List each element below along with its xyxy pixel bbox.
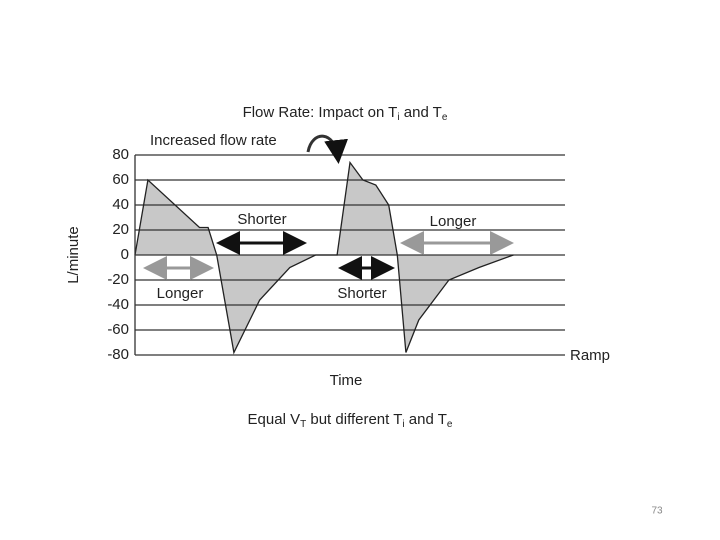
y-tick-label: 40 [112,196,129,213]
x-axis-label: Time [330,372,363,389]
y-tick-label: 20 [112,221,129,238]
annotation: Longer [157,285,204,302]
area [135,162,514,353]
annotation: Shorter [337,285,386,302]
y-tick-label: 0 [121,246,129,263]
y-tick-label: 60 [112,171,129,188]
annotation: Shorter [237,211,286,228]
y-tick-label: -40 [107,296,129,313]
y-tick-label: -80 [107,346,129,363]
chart-title: Flow Rate: Impact on Ti and Te [243,104,448,123]
caption: Equal VT but different Ti and Te [248,411,453,430]
line [134,160,514,355]
annotation: Longer [430,213,477,230]
y-tick-label: -20 [107,271,129,288]
y-axis-label: L/minute [65,226,82,284]
curved-arrow [306,134,348,164]
y-tick-label: -60 [107,321,129,338]
y-tick-label: 80 [112,146,129,163]
annotation: Ramp [570,347,610,364]
annotation: Increased flow rate [150,132,277,149]
page-number: 73 [651,506,663,517]
